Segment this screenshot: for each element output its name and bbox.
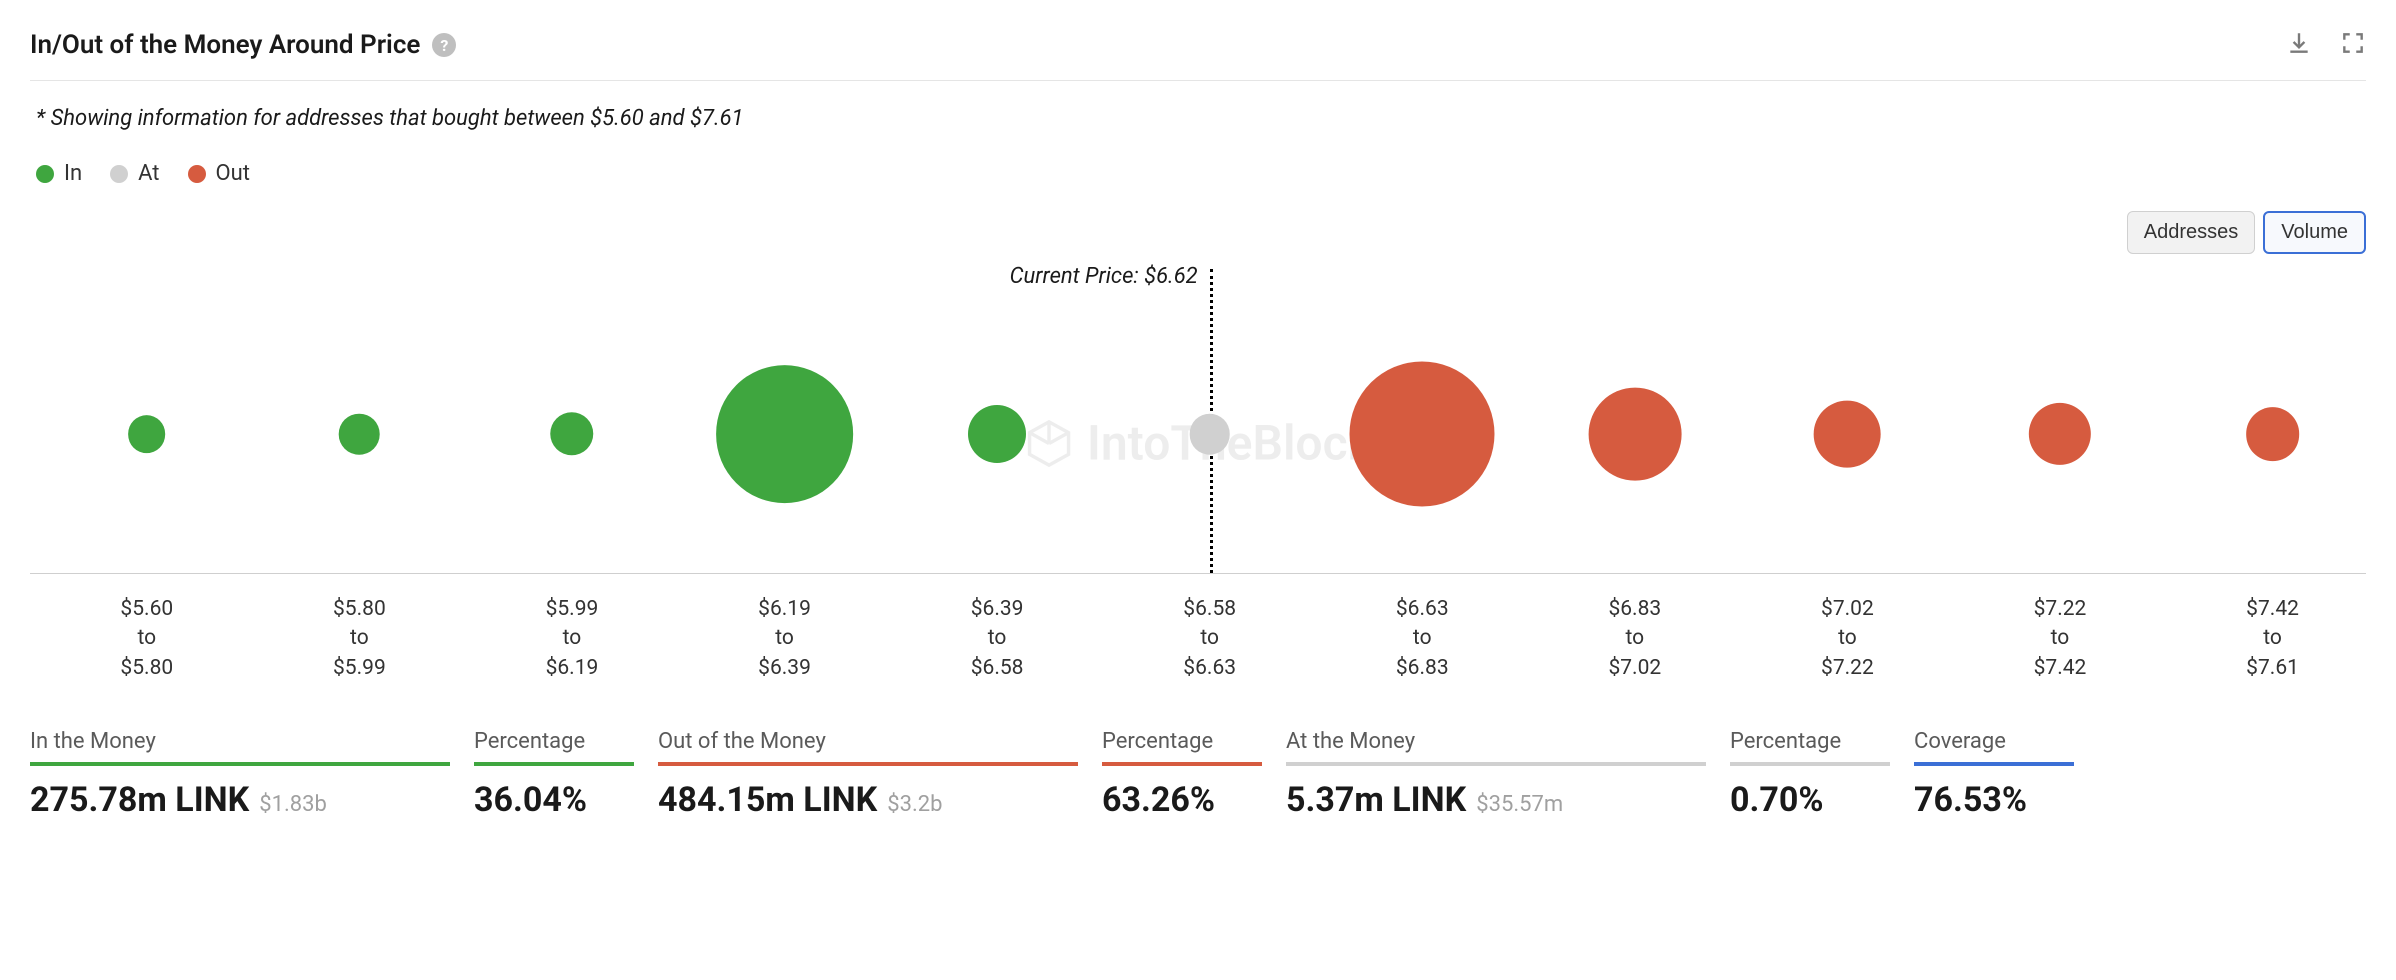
stat-subvalue: $1.83b	[259, 792, 327, 817]
stat-subvalue: $35.57m	[1476, 792, 1563, 817]
bubble[interactable]	[2246, 407, 2300, 461]
stat-label: In the Money	[30, 729, 450, 766]
x-axis-label: $6.19to$6.39	[758, 595, 811, 683]
stat-value-row: 275.78m LINK $1.83b	[30, 780, 450, 820]
stat-value: 5.37m LINK	[1286, 780, 1466, 820]
stat-value: 484.15m LINK	[658, 780, 877, 820]
x-axis-label: $5.99to$6.19	[546, 595, 599, 683]
x-axis-labels: $5.60to$5.80 $5.80to$5.99 $5.99to$6.19 $6.1…	[30, 589, 2366, 689]
bubble[interactable]	[968, 405, 1026, 463]
subtitle: * Showing information for addresses that…	[30, 106, 2366, 131]
legend: In At Out	[30, 161, 2366, 186]
title-group: In/Out of the Money Around Price ?	[30, 30, 456, 60]
stat-value: 63.26%	[1102, 780, 1215, 820]
download-icon[interactable]	[2286, 30, 2312, 60]
legend-dot	[110, 165, 128, 183]
x-axis-label: $6.83to$7.02	[1608, 595, 1661, 683]
toggle-row: AddressesVolume	[30, 211, 2366, 254]
stat-block: In the Money 275.78m LINK $1.83b	[30, 729, 450, 820]
stats-row: In the Money 275.78m LINK $1.83b Percentage…	[30, 729, 2366, 820]
stat-block: Coverage 76.53%	[1914, 729, 2074, 820]
stat-label: Out of the Money	[658, 729, 1078, 766]
toggle-addresses[interactable]: Addresses	[2127, 211, 2256, 254]
toggle-volume[interactable]: Volume	[2263, 211, 2366, 254]
bubble[interactable]	[1588, 388, 1681, 481]
legend-label: Out	[216, 161, 250, 186]
watermark-text: IntoTheBlock	[1087, 415, 1373, 472]
stat-value-row: 63.26%	[1102, 780, 1262, 820]
legend-item[interactable]: In	[36, 161, 82, 186]
legend-item[interactable]: At	[110, 161, 159, 186]
x-axis-label: $5.80to$5.99	[333, 595, 386, 683]
stat-label: Coverage	[1914, 729, 2074, 766]
stat-label: Percentage	[1102, 729, 1262, 766]
legend-dot	[188, 165, 206, 183]
stat-value-row: 5.37m LINK $35.57m	[1286, 780, 1706, 820]
fullscreen-icon[interactable]	[2340, 30, 2366, 60]
stat-label: Percentage	[1730, 729, 1890, 766]
bubble[interactable]	[1350, 361, 1495, 506]
legend-label: In	[64, 161, 82, 186]
bubble-chart: IntoTheBlock Current Price: $6.62	[30, 264, 2366, 574]
bubble[interactable]	[1814, 401, 1881, 468]
help-icon[interactable]: ?	[432, 33, 456, 57]
stat-value: 76.53%	[1914, 780, 2027, 820]
legend-label: At	[138, 161, 159, 186]
header-actions	[2286, 30, 2366, 60]
stat-block: Percentage 36.04%	[474, 729, 634, 820]
x-axis-label: $6.63to$6.83	[1396, 595, 1449, 683]
current-price-label: Current Price: $6.62	[1010, 264, 1198, 289]
bubble[interactable]	[1189, 414, 1230, 455]
header: In/Out of the Money Around Price ?	[30, 30, 2366, 81]
bubble[interactable]	[128, 415, 166, 453]
stat-block: Percentage 63.26%	[1102, 729, 1262, 820]
stat-subvalue: $3.2b	[887, 792, 942, 817]
page-title: In/Out of the Money Around Price	[30, 30, 420, 60]
stat-block: Percentage 0.70%	[1730, 729, 1890, 820]
bubble[interactable]	[550, 412, 594, 456]
stat-value-row: 0.70%	[1730, 780, 1890, 820]
x-axis-label: $5.60to$5.80	[120, 595, 173, 683]
legend-item[interactable]: Out	[188, 161, 250, 186]
stat-value-row: 36.04%	[474, 780, 634, 820]
stat-value: 0.70%	[1730, 780, 1824, 820]
stat-label: Percentage	[474, 729, 634, 766]
x-axis-label: $7.02to$7.22	[1821, 595, 1874, 683]
stat-label: At the Money	[1286, 729, 1706, 766]
stat-value-row: 76.53%	[1914, 780, 2074, 820]
bubble[interactable]	[716, 365, 854, 503]
stat-value: 275.78m LINK	[30, 780, 249, 820]
bubble[interactable]	[2029, 403, 2091, 465]
legend-dot	[36, 165, 54, 183]
bubble[interactable]	[339, 414, 380, 455]
x-axis-label: $7.22to$7.42	[2034, 595, 2087, 683]
x-axis-label: $7.42to$7.61	[2246, 595, 2299, 683]
stat-block: At the Money 5.37m LINK $35.57m	[1286, 729, 1706, 820]
stat-block: Out of the Money 484.15m LINK $3.2b	[658, 729, 1078, 820]
x-axis-label: $6.39to$6.58	[971, 595, 1024, 683]
x-axis-label: $6.58to$6.63	[1183, 595, 1236, 683]
stat-value: 36.04%	[474, 780, 587, 820]
toggle-group: AddressesVolume	[2127, 211, 2366, 254]
stat-value-row: 484.15m LINK $3.2b	[658, 780, 1078, 820]
